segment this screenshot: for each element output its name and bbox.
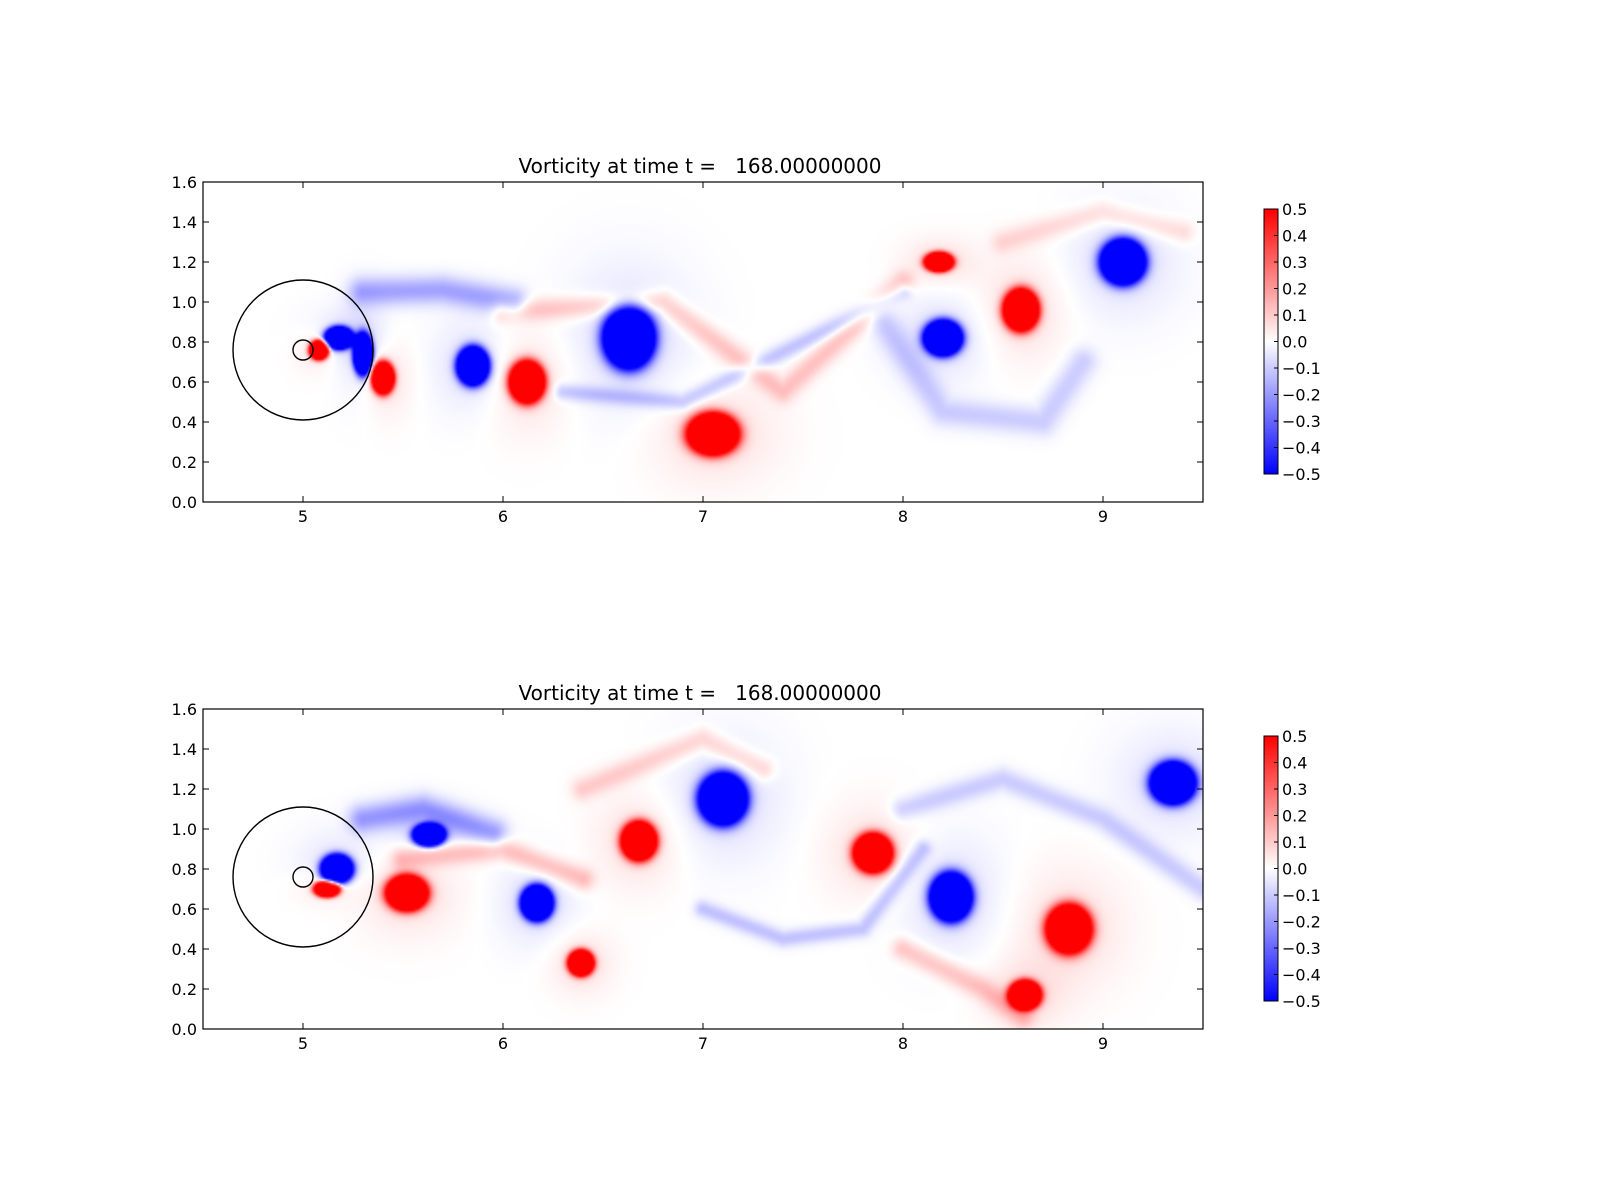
colorbar-tick-label: 0.2 (1282, 807, 1307, 826)
y-tick-label: 0.4 (172, 940, 197, 959)
y-axis: 0.0 0.2 0.4 0.6 0.8 1.0 1.2 1.4 1.6 (172, 173, 1203, 512)
colorbar-gradient (1264, 209, 1278, 474)
y-tick-label: 1.0 (172, 820, 197, 839)
overlay (232, 806, 374, 948)
colorbar-gradient (1264, 736, 1278, 1001)
colorbar-tick-label: 0.1 (1282, 833, 1307, 852)
colorbar-tick-label: 0.2 (1282, 280, 1307, 299)
colorbar-tick-label: −0.3 (1282, 412, 1321, 431)
y-tick-label: 0.0 (172, 493, 197, 512)
x-axis: 5 6 7 8 9 (298, 709, 1108, 1053)
y-tick-label: 1.0 (172, 293, 197, 312)
y-tick-label: 0.2 (172, 453, 197, 472)
colorbar-tick-label: 0.0 (1282, 333, 1307, 352)
colorbar-ticks: 0.5 0.4 0.3 0.2 0.1 0.0 −0.1 −0.2 −0.3 −0.4 −0.5 (1274, 200, 1321, 484)
colorbar-tick-label: 0.5 (1282, 200, 1307, 219)
y-axis: 0.0 0.2 0.4 0.6 0.8 1.0 1.2 1.4 1.6 (172, 700, 1203, 1039)
colorbar-tick-label: 0.4 (1282, 227, 1307, 246)
colorbar-tick-label: −0.3 (1282, 939, 1321, 958)
colorbar-tick-label: −0.2 (1282, 913, 1321, 932)
x-tick-label: 9 (1098, 1034, 1108, 1053)
x-tick-label: 7 (698, 1034, 708, 1053)
colorbar-tick-label: 0.4 (1282, 754, 1307, 773)
x-tick-label: 6 (498, 507, 508, 526)
vorticity-field (203, 182, 1203, 502)
x-tick-label: 8 (898, 507, 908, 526)
colorbar-tick-label: 0.0 (1282, 860, 1307, 879)
body-circle (292, 866, 314, 888)
y-tick-label: 1.4 (172, 213, 197, 232)
colorbar-tick-label: 0.3 (1282, 780, 1307, 799)
x-tick-label: 9 (1098, 507, 1108, 526)
colorbar-tick-label: 0.3 (1282, 253, 1307, 272)
y-tick-label: 0.8 (172, 333, 197, 352)
y-tick-label: 0.0 (172, 1020, 197, 1039)
colorbar-tick-label: −0.1 (1282, 359, 1321, 378)
overlay (232, 279, 374, 421)
chart-title: Vorticity at time t = 168.00000000 (519, 681, 882, 705)
panel-top: Vorticity at time t = 168.00000000 5 6 7 8 9… (172, 154, 1321, 526)
y-tick-label: 1.2 (172, 780, 197, 799)
y-tick-label: 0.6 (172, 373, 197, 392)
chart-title: Vorticity at time t = 168.00000000 (519, 154, 882, 178)
colorbar-tick-label: 0.1 (1282, 306, 1307, 325)
x-tick-label: 8 (898, 1034, 908, 1053)
panel-bottom: Vorticity at time t = 168.00000000 5 6 7 8 9… (172, 681, 1321, 1053)
y-tick-label: 1.2 (172, 253, 197, 272)
colorbar-tick-label: −0.4 (1282, 966, 1321, 985)
colorbar-tick-label: −0.4 (1282, 439, 1321, 458)
colorbar-ticks: 0.5 0.4 0.3 0.2 0.1 0.0 −0.1 −0.2 −0.3 −0.4 −0.5 (1274, 727, 1321, 1011)
x-tick-label: 5 (298, 1034, 308, 1053)
body-circle (292, 339, 314, 361)
vorticity-field (203, 709, 1203, 1029)
y-tick-label: 0.2 (172, 980, 197, 999)
x-tick-label: 5 (298, 507, 308, 526)
colorbar-tick-label: −0.2 (1282, 386, 1321, 405)
colorbar-tick-label: −0.5 (1282, 465, 1321, 484)
y-tick-label: 0.4 (172, 413, 197, 432)
reference-circle (232, 806, 374, 948)
colorbar-tick-label: 0.5 (1282, 727, 1307, 746)
x-tick-label: 6 (498, 1034, 508, 1053)
y-tick-label: 1.4 (172, 740, 197, 759)
x-axis: 5 6 7 8 9 (298, 182, 1108, 526)
y-tick-label: 0.8 (172, 860, 197, 879)
colorbar-tick-label: −0.5 (1282, 992, 1321, 1011)
y-tick-label: 1.6 (172, 700, 197, 719)
reference-circle (232, 279, 374, 421)
y-tick-label: 0.6 (172, 900, 197, 919)
colorbar-tick-label: −0.1 (1282, 886, 1321, 905)
x-tick-label: 7 (698, 507, 708, 526)
y-tick-label: 1.6 (172, 173, 197, 192)
